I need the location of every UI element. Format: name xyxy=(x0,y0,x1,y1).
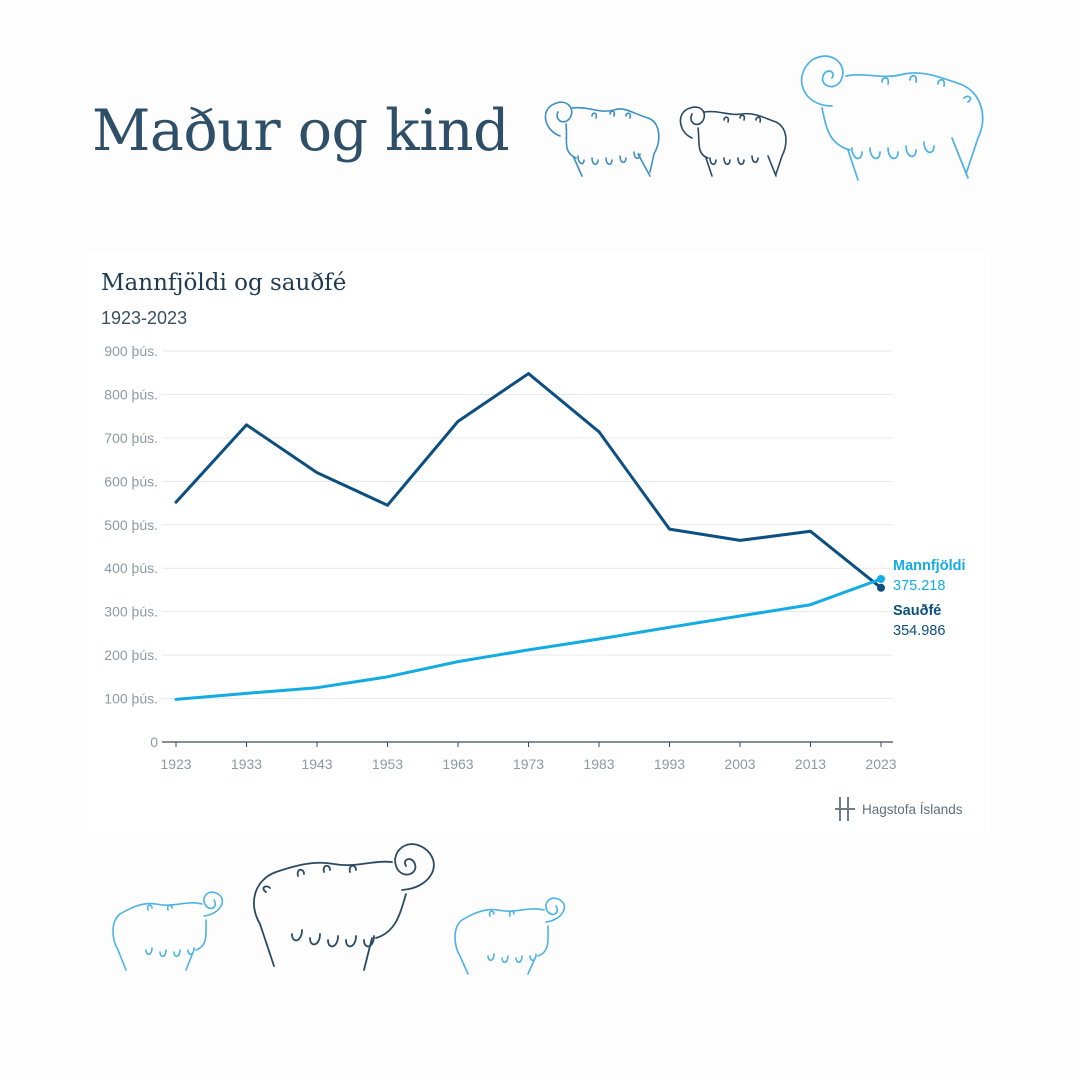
sheep-icon xyxy=(112,891,224,971)
x-tick-label: 1993 xyxy=(654,756,685,772)
series-line-saudfe xyxy=(174,372,883,590)
hagstofa-logo-icon xyxy=(835,797,855,821)
x-tick-label: 1943 xyxy=(301,756,332,772)
x-tick-label: 1973 xyxy=(513,756,544,772)
y-tick-label: 500 þús. xyxy=(104,517,158,533)
x-tick-label: 2013 xyxy=(795,756,826,772)
sheep-icon xyxy=(454,897,566,975)
source-logo-text: Hagstofa Íslands xyxy=(862,801,963,817)
y-tick-label: 300 þús. xyxy=(104,604,158,620)
x-tick-label: 1963 xyxy=(442,756,473,772)
chart-card: Mannfjöldi og sauðfé 1923-2023 0 100 þús.… xyxy=(86,252,990,838)
x-tick-label: 2003 xyxy=(724,756,755,772)
y-tick-label: 900 þús. xyxy=(104,343,158,359)
chart-subtitle: 1923-2023 xyxy=(101,308,188,328)
source-logo: Hagstofa Íslands xyxy=(834,796,963,822)
x-tick-label: 1923 xyxy=(160,756,191,772)
series-end-value: 375.218 xyxy=(893,578,945,594)
end-point-mannfjoldi xyxy=(877,574,885,583)
y-tick-label: 700 þús. xyxy=(104,430,158,446)
x-tick-label: 1953 xyxy=(372,756,403,772)
x-tick-label: 1983 xyxy=(583,756,614,772)
ram-icon xyxy=(800,55,984,181)
y-tick-label: 0 xyxy=(150,734,158,750)
end-point-saudfe xyxy=(877,583,885,592)
page-title: Maður og kind xyxy=(92,98,510,164)
sheep-icon xyxy=(679,106,787,177)
x-tick-label: 1933 xyxy=(231,756,262,772)
ram-icon xyxy=(253,843,435,971)
series-end-name: Sauðfé xyxy=(893,603,941,619)
chart-title: Mannfjöldi og sauðfé xyxy=(101,270,347,296)
y-tick-label: 400 þús. xyxy=(104,560,158,576)
y-tick-label: 800 þús. xyxy=(104,386,158,402)
x-tick-label: 2023 xyxy=(865,756,896,772)
sheep-icon xyxy=(544,101,660,177)
series-end-name: Mannfjöldi xyxy=(893,558,966,574)
series-end-value: 354.986 xyxy=(893,623,945,639)
series-line-mannfjoldi xyxy=(174,577,883,701)
line-chart: 0 100 þús. 200 þús. 300 þús. 400 þús. 500 þús… xyxy=(104,343,966,772)
y-tick-label: 100 þús. xyxy=(104,691,158,707)
y-tick-label: 200 þús. xyxy=(104,647,158,663)
y-tick-label: 600 þús. xyxy=(104,473,158,489)
